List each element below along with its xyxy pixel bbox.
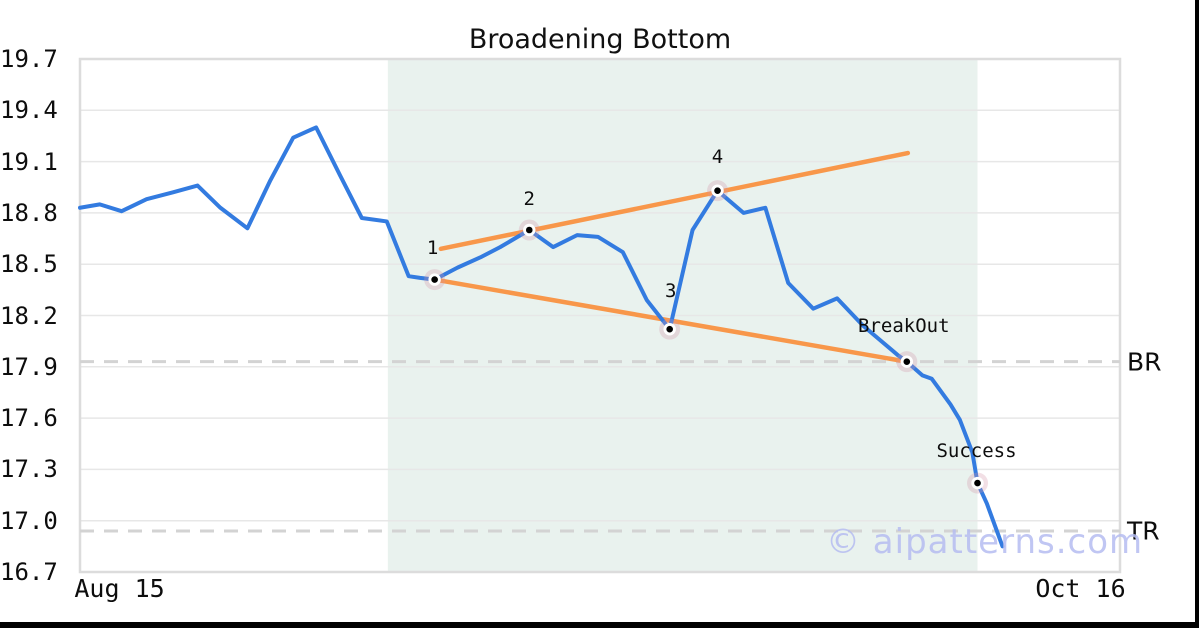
pattern-markers — [424, 180, 989, 494]
x-tick-oct-16: Oct 16 — [1035, 574, 1126, 603]
figure-border-bottom — [0, 622, 1199, 628]
trendline-upper — [438, 150, 911, 252]
y-tick-label: 17.6 — [0, 404, 58, 433]
plot-frame — [78, 57, 1122, 574]
chart-title: Broadening Bottom — [468, 24, 732, 55]
marker-dot — [903, 358, 911, 365]
y-tick-label: 19.1 — [0, 147, 58, 176]
watermark: © aipatterns.com — [826, 522, 1144, 562]
breakout-level-label: BR — [1127, 347, 1162, 377]
y-tick-label: 17.0 — [0, 506, 58, 535]
price-line-path — [78, 125, 1005, 549]
marker-label-2: 2 — [523, 188, 535, 210]
breakout-target-levels — [80, 360, 1120, 533]
marker-dot — [525, 226, 533, 234]
y-tick-label: 19.4 — [0, 96, 58, 125]
marker-label-breakout: BreakOut — [858, 314, 950, 337]
y-tick-label: 17.9 — [0, 352, 58, 381]
x-tick-aug-15: Aug 15 — [74, 574, 165, 603]
price-line — [78, 125, 1005, 549]
marker-dot — [714, 187, 721, 194]
marker-dot — [666, 325, 673, 333]
marker-dot — [974, 479, 981, 487]
marker-label-4: 4 — [711, 145, 724, 168]
y-tick-label: 18.8 — [0, 198, 58, 227]
marker-dot — [431, 276, 438, 283]
plot-frame-rect — [78, 57, 1122, 574]
y-tick-label: 19.7 — [0, 45, 58, 73]
marker-label-success: Success — [936, 440, 1017, 463]
y-tick-label: 16.7 — [0, 558, 58, 586]
target-level-label: TR — [1127, 516, 1160, 546]
figure-border-right — [1195, 0, 1199, 628]
y-tick-label: 17.3 — [0, 455, 58, 484]
marker-label-3: 3 — [664, 280, 677, 303]
marker-label-1: 1 — [426, 236, 439, 259]
y-tick-label: 18.5 — [0, 250, 58, 279]
y-tick-label: 18.2 — [0, 301, 58, 330]
